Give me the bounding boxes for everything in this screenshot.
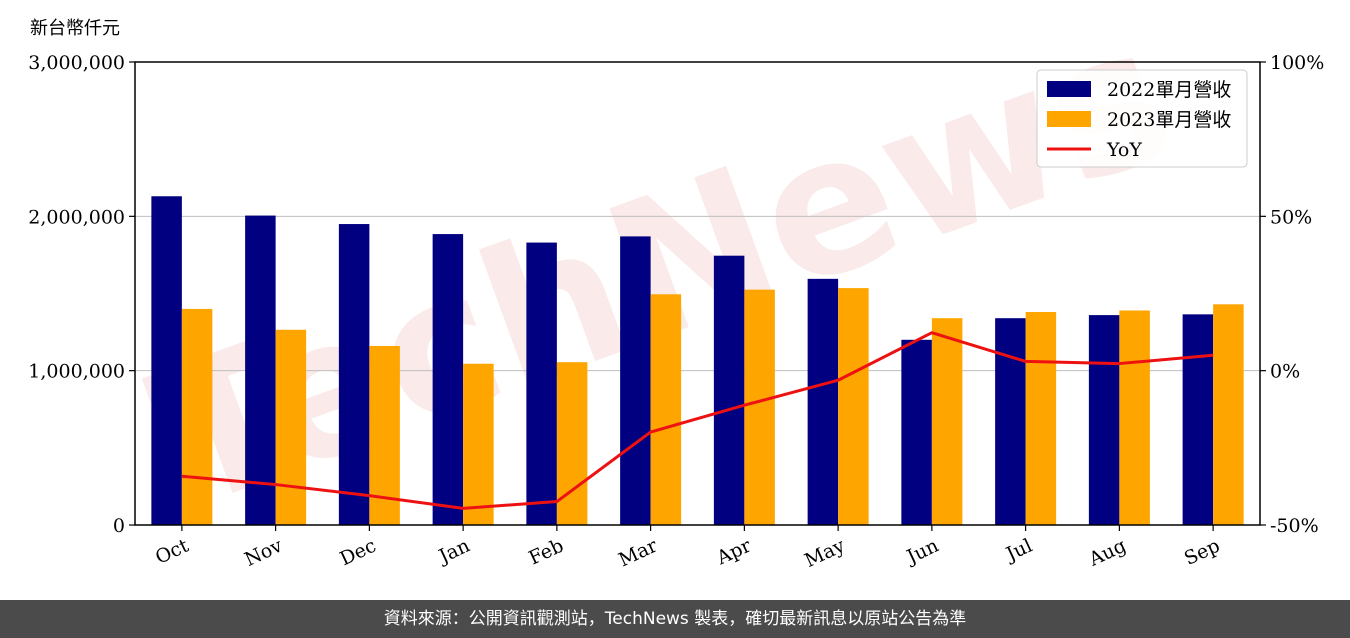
bar-2023-jul — [1025, 312, 1057, 525]
x-tick-label-oct: Oct — [152, 534, 192, 568]
bar-2022-jul — [995, 318, 1026, 525]
bar-2022-nov — [245, 215, 276, 526]
x-tick-label-may: May — [801, 534, 848, 572]
x-tick-label-jun: Jun — [902, 535, 942, 569]
x-tick-label-nov: Nov — [241, 534, 286, 570]
legend-label-0: 2022單月營收 — [1107, 79, 1231, 101]
bar-2022-jun — [901, 339, 932, 525]
x-tick-label-dec: Dec — [337, 535, 380, 571]
legend-swatch-1 — [1047, 111, 1091, 127]
bar-2022-apr — [713, 255, 745, 525]
x-tick-label-aug: Aug — [1085, 535, 1130, 571]
y-tick-label: 1,000,000 — [28, 361, 125, 383]
yoy-line — [181, 331, 1214, 510]
bar-2022-jan — [432, 234, 464, 525]
bar-2022-aug — [1088, 315, 1120, 525]
y-axis-label: 新台幣仟元 — [30, 18, 120, 39]
bar-2022-feb — [526, 242, 557, 525]
x-tick-label-jul: Jul — [1001, 535, 1036, 567]
bar-2023-apr — [744, 289, 775, 525]
bar-2023-oct — [181, 308, 213, 525]
chart: TechNews 01,000,0002,000,0003,000,000-50… — [28, 0, 1324, 572]
bar-2023-nov — [275, 329, 307, 525]
bar-2022-may — [807, 278, 839, 525]
x-tick-label-jan: Jan — [434, 535, 473, 569]
bar-2023-feb — [556, 362, 588, 525]
bar-2023-may — [838, 288, 869, 525]
bar-2022-sep — [1182, 314, 1214, 525]
bar-2023-aug — [1119, 310, 1150, 525]
bar-2023-jan — [463, 363, 494, 525]
y2-tick-label: 100% — [1270, 52, 1324, 74]
x-tick-label-feb: Feb — [525, 535, 567, 570]
y-tick-label: 3,000,000 — [28, 52, 125, 74]
y2-tick-label: -50% — [1270, 515, 1319, 537]
bar-2023-sep — [1213, 304, 1244, 525]
legend-label-2: YoY — [1106, 139, 1142, 161]
bar-2022-oct — [151, 196, 182, 525]
bar-2023-mar — [650, 294, 682, 525]
x-tick-label-mar: Mar — [615, 534, 661, 571]
y2-tick-label: 50% — [1270, 206, 1312, 228]
legend-label-1: 2023單月營收 — [1107, 109, 1231, 131]
legend-swatch-0 — [1047, 81, 1091, 97]
x-tick-label-apr: Apr — [713, 534, 756, 570]
x-tick-label-sep: Sep — [1181, 535, 1223, 570]
bar-2023-jun — [931, 318, 963, 525]
y-tick-label: 2,000,000 — [28, 206, 125, 228]
y2-tick-label: 0% — [1270, 361, 1300, 383]
plot-frame — [134, 61, 1261, 526]
bar-2022-mar — [620, 236, 651, 525]
source-footer: 資料來源：公開資訊觀測站，TechNews 製表，確切最新訊息以原站公告為準 — [0, 600, 1350, 638]
bar-2022-dec — [338, 224, 370, 526]
y-tick-label: 0 — [113, 515, 125, 537]
